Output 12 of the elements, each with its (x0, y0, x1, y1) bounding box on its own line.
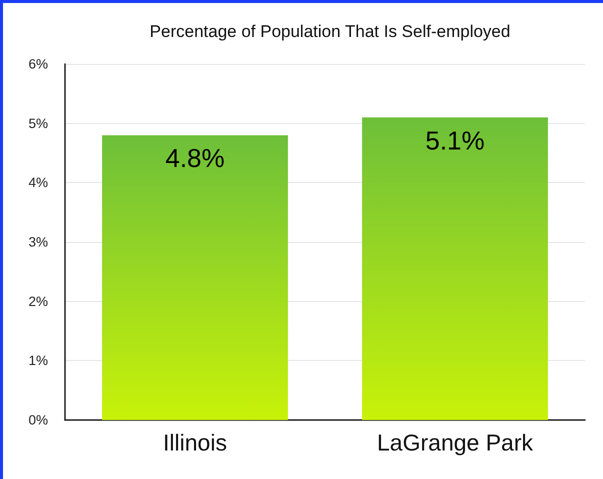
data-label: 5.1% (425, 125, 485, 156)
y-tick-label: 2% (28, 294, 48, 309)
y-tick-label: 6% (28, 56, 48, 72)
x-tick-label: Illinois (163, 430, 227, 456)
y-tick-label: 0% (28, 412, 48, 428)
data-label: 4.8% (165, 143, 225, 174)
y-tick-label: 3% (28, 234, 48, 250)
y-tick-label: 5% (28, 116, 48, 131)
x-tick-label: LaGrange Park (377, 430, 534, 456)
y-tick-label: 4% (28, 175, 48, 190)
y-tick-label: 1% (28, 353, 48, 368)
chart-title: Percentage of Population That Is Self-employed (150, 22, 510, 41)
